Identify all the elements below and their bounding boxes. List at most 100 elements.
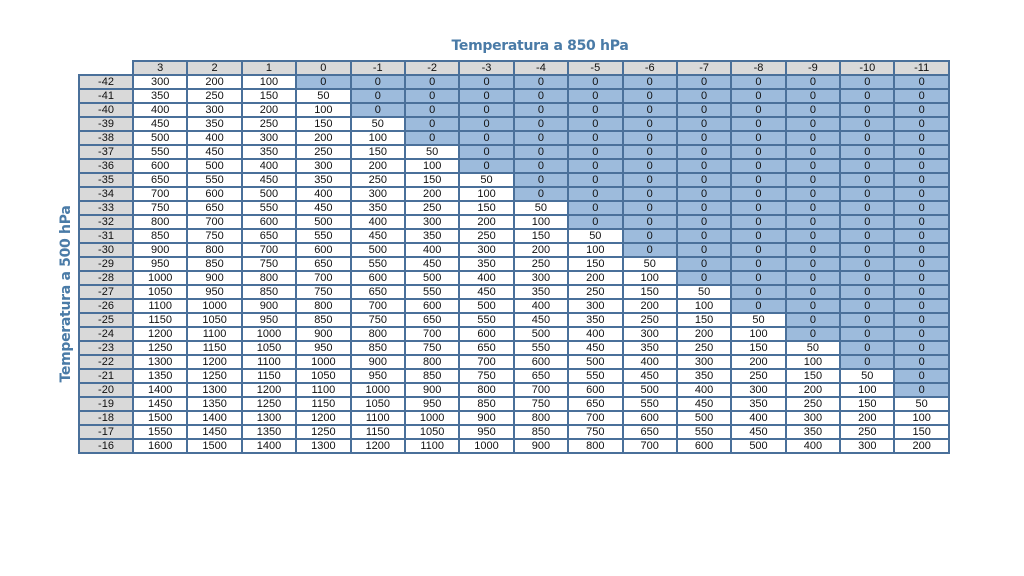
table-cell: 450 [403, 256, 461, 272]
table-cell: 800 [295, 298, 352, 314]
table-cell: 150 [567, 256, 624, 272]
table-cell: 250 [839, 424, 896, 440]
table-cell: 0 [621, 130, 678, 146]
table-cell: 250 [186, 88, 243, 104]
table-cell: 0 [893, 200, 950, 216]
table-cell: 0 [893, 340, 950, 356]
table-row: -37 550 450 350 250 150 50 0 0 0 0 0 0 0 0 0 [78, 144, 950, 160]
table-cell: 200 [295, 130, 352, 146]
table-cell: 350 [458, 256, 515, 272]
table-cell: 400 [730, 410, 787, 426]
table-cell: 50 [784, 340, 842, 356]
table-cell: 300 [458, 242, 515, 258]
table-cell: 0 [567, 186, 624, 202]
table-cell: 300 [240, 130, 298, 146]
table-cell: 1100 [403, 438, 461, 454]
table-cell: 700 [403, 326, 461, 342]
column-header: -8 [730, 60, 787, 76]
table-cell: 0 [403, 74, 461, 90]
table-cell: 200 [512, 242, 570, 258]
table-cell: 500 [621, 382, 678, 398]
lookup-table: 3 2 1 0 -1 -2 -3 -4 -5 -6 -7 -8 -9 -10 -11 -42 300 200 100… [78, 60, 950, 454]
table-cell: 350 [730, 396, 787, 412]
column-header: -6 [621, 60, 678, 76]
table-cell: 800 [186, 242, 243, 258]
table-cell: 1250 [131, 340, 189, 356]
table-cell: 1000 [403, 410, 461, 426]
table-cell: 600 [675, 438, 733, 454]
table-row: -30 900 800 700 600 500 400 300 200 100 0 0 0 0 0 0 [78, 242, 950, 258]
table-cell: 1000 [458, 438, 515, 454]
table-cell: 0 [784, 200, 842, 216]
row-header: -35 [78, 172, 134, 188]
table-cell: 350 [621, 340, 678, 356]
row-header: -18 [78, 410, 134, 426]
table-cell: 800 [567, 438, 624, 454]
table-cell: 0 [784, 130, 842, 146]
table-cell: 0 [675, 270, 733, 286]
table-cell: 50 [512, 200, 570, 216]
table-cell: 600 [512, 354, 570, 370]
table-cell: 450 [186, 144, 243, 160]
table-cell: 900 [403, 382, 461, 398]
table-cell: 950 [131, 256, 189, 272]
table-cell: 100 [730, 326, 787, 342]
table-cell: 0 [458, 74, 515, 90]
table-cell: 100 [567, 242, 624, 258]
table-cell: 300 [186, 102, 243, 118]
table-cell: 0 [567, 88, 624, 104]
table-cell: 1300 [186, 382, 243, 398]
table-cell: 700 [458, 354, 515, 370]
table-cell: 0 [893, 298, 950, 314]
table-cell: 1150 [295, 396, 352, 412]
table-cell: 0 [839, 172, 896, 188]
table-cell: 0 [675, 172, 733, 188]
table-cell: 150 [403, 172, 461, 188]
table-cell: 0 [893, 102, 950, 118]
table-cell: 0 [403, 88, 461, 104]
table-cell: 950 [186, 284, 243, 300]
table-cell: 0 [839, 88, 896, 104]
table-cell: 1150 [186, 340, 243, 356]
table-cell: 250 [730, 368, 787, 384]
table-cell: 0 [675, 116, 733, 132]
row-header: -31 [78, 228, 134, 244]
table-cell: 400 [131, 102, 189, 118]
table-cell: 1100 [295, 382, 352, 398]
table-cell: 50 [458, 172, 515, 188]
table-cell: 0 [675, 200, 733, 216]
table-cell: 200 [730, 354, 787, 370]
table-cell: 1400 [131, 382, 189, 398]
table-cell: 0 [458, 130, 515, 146]
table-cell: 0 [621, 214, 678, 230]
table-cell: 200 [675, 326, 733, 342]
table-cell: 550 [131, 144, 189, 160]
table-cell: 550 [675, 424, 733, 440]
table-cell: 700 [240, 242, 298, 258]
table-cell: 100 [458, 186, 515, 202]
table-cell: 0 [839, 256, 896, 272]
table-cell: 100 [403, 158, 461, 174]
table-cell: 300 [675, 354, 733, 370]
table-cell: 0 [458, 144, 515, 160]
table-cell: 1050 [349, 396, 406, 412]
table-cell: 0 [839, 158, 896, 174]
row-axis-title: Temperatura a 500 hPa [58, 205, 74, 383]
table-cell: 150 [458, 200, 515, 216]
table-cell: 0 [730, 228, 787, 244]
table-cell: 500 [730, 438, 787, 454]
table-cell: 800 [512, 410, 570, 426]
table-cell: 0 [839, 144, 896, 160]
table-cell: 0 [784, 312, 842, 328]
table-cell: 500 [512, 326, 570, 342]
table-cell: 0 [675, 214, 733, 230]
table-cell: 0 [675, 88, 733, 104]
table-cell: 100 [893, 410, 950, 426]
table-cell: 550 [512, 340, 570, 356]
table-cell: 850 [512, 424, 570, 440]
row-header: -20 [78, 382, 134, 398]
table-cell: 50 [675, 284, 733, 300]
table-cell: 1150 [131, 312, 189, 328]
table-cell: 1500 [131, 410, 189, 426]
table-cell: 1300 [131, 354, 189, 370]
